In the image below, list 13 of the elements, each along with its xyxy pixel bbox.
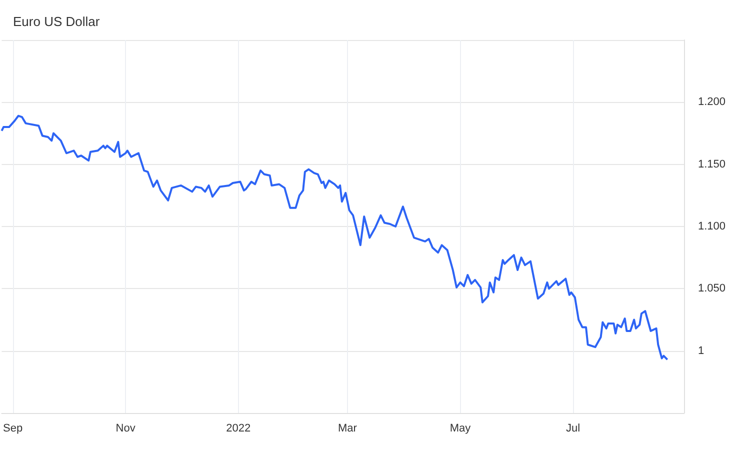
- x-tick-label: Nov: [116, 422, 136, 434]
- x-tick-label: 2022: [226, 422, 251, 434]
- y-tick-label: 1.050: [698, 282, 726, 295]
- y-tick-label: 1.150: [698, 158, 726, 170]
- chart-title: Euro US Dollar: [13, 14, 100, 29]
- y-tick-label: 1: [698, 344, 704, 357]
- x-tick-label: May: [450, 422, 472, 434]
- y-tick-label: 1.200: [698, 96, 726, 108]
- x-tick-label: Jul: [566, 422, 580, 434]
- x-tick-label: Sep: [2, 422, 23, 434]
- x-tick-label: Mar: [338, 422, 358, 434]
- line-series: [0, 114, 668, 361]
- y-tick-label: 1.100: [698, 220, 726, 232]
